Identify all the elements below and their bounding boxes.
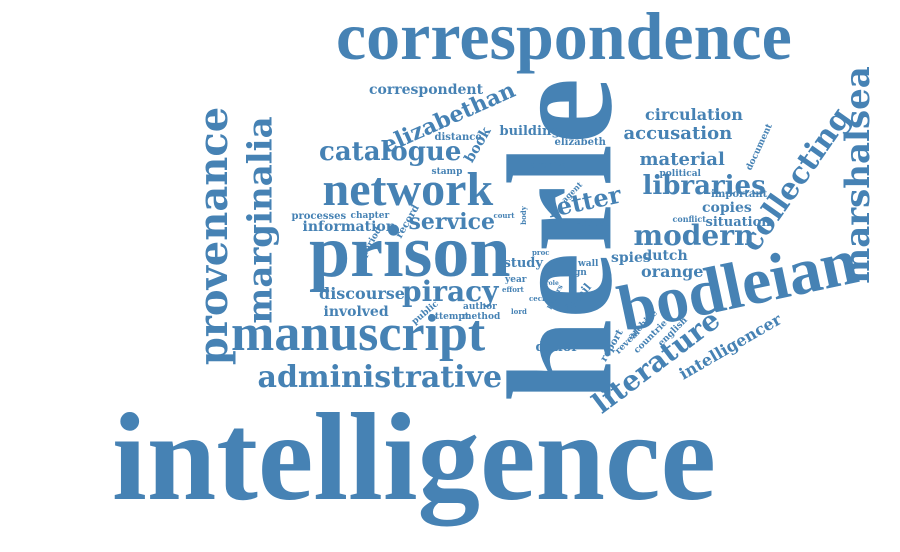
- word-service: service: [408, 209, 496, 235]
- word-accusation: accusation: [623, 123, 733, 144]
- word-intelligence: intelligence: [112, 388, 717, 527]
- word-libraries: libraries: [642, 171, 766, 201]
- word-situation: situation: [705, 214, 771, 230]
- word-processes: processes: [291, 211, 347, 222]
- word-dutch: dutch: [642, 248, 688, 264]
- word-network: network: [322, 163, 494, 216]
- word-marginalia: marginalia: [240, 116, 281, 324]
- word-modern: modern: [633, 219, 755, 252]
- word-stamp: stamp: [431, 166, 463, 177]
- word-prison: prison: [309, 211, 511, 293]
- word-conflict: conflict: [672, 214, 706, 224]
- word-marshalsea: marshalsea: [837, 66, 878, 284]
- word-method: method: [462, 311, 501, 322]
- word-provenance: provenance: [190, 106, 238, 366]
- word-political: political: [659, 168, 701, 179]
- word-donor: donor: [535, 339, 579, 355]
- word-lord: lord: [511, 306, 527, 316]
- word-important: important: [711, 189, 768, 200]
- word-copies: copies: [702, 200, 752, 216]
- word-material: material: [639, 149, 725, 170]
- word-orange: orange: [641, 262, 704, 281]
- word-study: study: [503, 255, 543, 271]
- word-effort: effort: [502, 284, 524, 294]
- word-catalogue: catalogue: [319, 137, 462, 167]
- word-manuscript: manuscript: [231, 305, 486, 362]
- word-correspondence: correspondence: [336, 0, 792, 74]
- word-wall: wall: [578, 258, 599, 269]
- word-spies: spies: [611, 250, 651, 266]
- word-proc: proc: [532, 247, 550, 257]
- word-involved: involved: [323, 304, 389, 320]
- word-piracy: piracy: [402, 275, 499, 308]
- word-information: information: [302, 219, 396, 235]
- word-sign: sign: [565, 267, 587, 278]
- word-cecil: cecil: [529, 293, 548, 303]
- word-document: document: [744, 121, 775, 172]
- word-administrative: administrative: [257, 360, 503, 395]
- word-life: life: [568, 219, 582, 229]
- word-body: body: [518, 205, 528, 225]
- word-year: year: [505, 274, 527, 285]
- word-distance: distance: [434, 132, 482, 143]
- word-discourse: discourse: [319, 284, 405, 303]
- word-role: role: [545, 280, 559, 287]
- word-most: most: [582, 218, 610, 229]
- word-chapter: chapter: [350, 210, 390, 221]
- word-building: building: [499, 123, 561, 139]
- word-circulation: circulation: [645, 105, 743, 124]
- word-attempt: attempt: [429, 311, 469, 322]
- word-archival: archival: [530, 160, 572, 171]
- word-correspondent: correspondent: [369, 82, 484, 98]
- word-elizabeth: elizabeth: [554, 137, 606, 148]
- word-author: author: [463, 301, 497, 312]
- word-court: court: [493, 210, 515, 220]
